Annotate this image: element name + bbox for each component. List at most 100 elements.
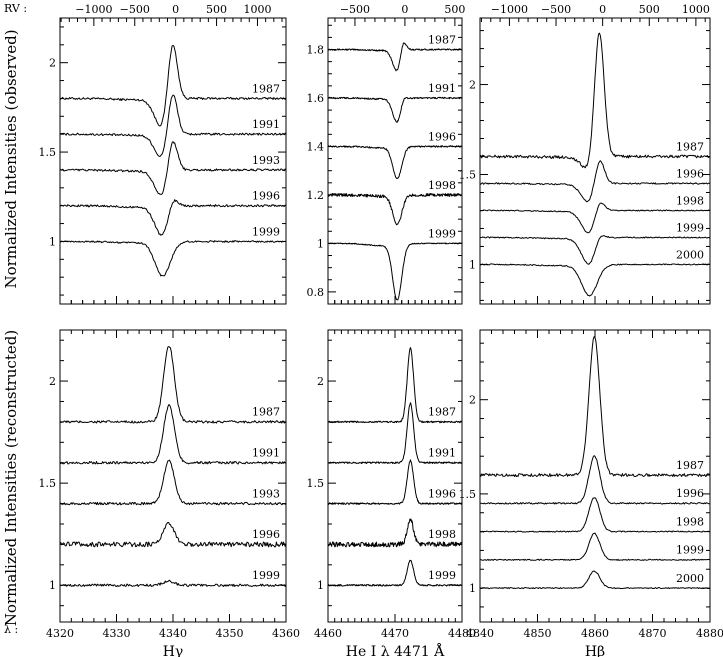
rv-tick-label: −500 xyxy=(541,3,571,16)
series-label-1996: 1996 xyxy=(428,487,456,500)
series-label-1999: 1999 xyxy=(428,227,456,240)
lambda-axis-prefix: λ : xyxy=(4,623,18,636)
series-label-1996: 1996 xyxy=(252,528,280,541)
spectrum-line-1993 xyxy=(59,459,287,506)
series-label-1991: 1991 xyxy=(252,118,280,131)
spectrum-line-1999 xyxy=(59,579,287,587)
spectrum-line-1987 xyxy=(59,346,287,424)
spectrum-line-1999 xyxy=(479,532,711,561)
spectrum-line-1993 xyxy=(59,141,287,195)
y-tick-label: 1.6 xyxy=(307,92,325,105)
rv-tick-label: 1000 xyxy=(243,3,271,16)
series-label-1987: 1987 xyxy=(676,459,704,472)
series-label-1987: 1987 xyxy=(676,140,704,153)
spectrum-line-1987 xyxy=(327,347,463,424)
rv-tick-label: −500 xyxy=(340,3,370,16)
spectrum-line-1996 xyxy=(327,459,463,505)
panel-hgamma-observed: 1 1.5 2 −1000 −500 0 500 1000 1987 1991 1993 1996 19… xyxy=(39,3,287,305)
ylabel-observed: Normalized Intensities (observed) xyxy=(2,29,20,288)
spectrum-line-1991 xyxy=(59,404,287,465)
series-label-1998: 1998 xyxy=(428,179,456,192)
spectrum-line-2000 xyxy=(479,570,711,590)
series-label-1999: 1999 xyxy=(428,569,456,582)
x-tick-label: 4470 xyxy=(381,627,409,640)
spectrum-line-1998 xyxy=(479,497,711,533)
series-label-1987: 1987 xyxy=(428,33,456,46)
spectrum-line-1987 xyxy=(479,32,711,169)
spectrum-line-1999 xyxy=(327,559,463,587)
series-label-1999: 1999 xyxy=(252,569,280,582)
x-tick-label: 4320 xyxy=(46,627,74,640)
series-label-1998: 1998 xyxy=(428,528,456,541)
rv-tick-label: 0 xyxy=(599,3,606,16)
series-label-1991: 1991 xyxy=(252,447,280,460)
y-tick-label: 1 xyxy=(49,579,56,592)
rv-tick-label: 500 xyxy=(639,3,660,16)
spectrum-line-1999 xyxy=(59,240,287,277)
x-axis-label: Hγ xyxy=(163,644,184,657)
series-label-1999: 1999 xyxy=(252,225,280,238)
x-tick-label: 4880 xyxy=(696,627,723,640)
x-tick-label: 4340 xyxy=(159,627,187,640)
series-label-1993: 1993 xyxy=(252,154,280,167)
series-label-1987: 1987 xyxy=(428,406,456,419)
spectrum-line-2000 xyxy=(479,263,711,297)
spectrum-line-1996 xyxy=(59,199,287,236)
x-tick-label: 4870 xyxy=(639,627,667,640)
spectrum-line-1991 xyxy=(327,96,463,123)
panel-hei-observed: 0.8 1 1.2 1.4 1.6 1.8 −500 0 500 1987 1991 1996 1998… xyxy=(307,3,465,305)
x-tick-label: 4480 xyxy=(448,627,476,640)
y-tick-label: 2 xyxy=(49,57,56,70)
y-tick-label: 0.8 xyxy=(307,286,325,299)
y-tick-label: 1 xyxy=(49,235,56,248)
series-label-1998: 1998 xyxy=(676,194,704,207)
series-label-1998: 1998 xyxy=(676,515,704,528)
x-tick-label: 4330 xyxy=(103,627,131,640)
series-label-1991: 1991 xyxy=(428,447,456,460)
spectrum-line-1999 xyxy=(327,242,463,301)
series-label-1996: 1996 xyxy=(252,190,280,203)
series-label-2000: 2000 xyxy=(676,248,704,261)
y-tick-label: 1.5 xyxy=(39,477,57,490)
spectrum-line-1996 xyxy=(479,160,711,203)
panel-hbeta-reconstructed: 1 1.5 2 4840 4850 4860 4870 4880 Hβ 1987 1996 1998 1… xyxy=(459,329,723,657)
rv-tick-label: −500 xyxy=(120,3,150,16)
y-tick-label: 1 xyxy=(469,582,476,595)
series-label-2000: 2000 xyxy=(676,572,704,585)
rv-tick-label: −1000 xyxy=(491,3,528,16)
panel-hbeta-observed: 1 1.5 2 −1000 −500 0 500 1000 1987 1996 1998 1999 20… xyxy=(459,3,711,305)
y-tick-label: 1.5 xyxy=(459,168,477,181)
ylabel-reconstructed: Normalized Intensities (reconstructed) xyxy=(2,330,20,626)
spectrum-line-1998 xyxy=(327,193,463,226)
rv-tick-label: 500 xyxy=(206,3,227,16)
x-tick-label: 4360 xyxy=(272,627,300,640)
rv-tick-label: 0 xyxy=(401,3,408,16)
y-tick-label: 2 xyxy=(469,79,476,92)
series-label-1991: 1991 xyxy=(428,82,456,95)
spectrum-line-1991 xyxy=(59,94,287,157)
spectrum-line-1987 xyxy=(479,336,711,478)
y-tick-label: 1.2 xyxy=(307,189,325,202)
series-label-1993: 1993 xyxy=(252,487,280,500)
x-tick-label: 4860 xyxy=(581,627,609,640)
spectrum-line-1998 xyxy=(479,202,711,234)
plot-frame xyxy=(327,17,463,305)
y-tick-label: 1.8 xyxy=(307,44,325,57)
rv-axis-prefix: RV : xyxy=(4,2,27,15)
y-tick-label: 1.5 xyxy=(307,477,325,490)
y-tick-label: 1 xyxy=(469,258,476,271)
spectrum-line-1987 xyxy=(327,42,463,72)
spectrum-line-1996 xyxy=(479,455,711,505)
y-tick-label: 2 xyxy=(49,375,56,388)
series-label-1996: 1996 xyxy=(676,487,704,500)
x-tick-label: 4840 xyxy=(466,627,494,640)
series-label-1999: 1999 xyxy=(676,544,704,557)
spectrum-line-1996 xyxy=(59,522,287,548)
y-tick-label: 2 xyxy=(469,394,476,407)
series-label-1996: 1996 xyxy=(428,130,456,143)
x-tick-label: 4460 xyxy=(314,627,342,640)
series-label-1999: 1999 xyxy=(676,221,704,234)
y-tick-label: 1.5 xyxy=(459,488,477,501)
rv-tick-label: 1000 xyxy=(682,3,710,16)
